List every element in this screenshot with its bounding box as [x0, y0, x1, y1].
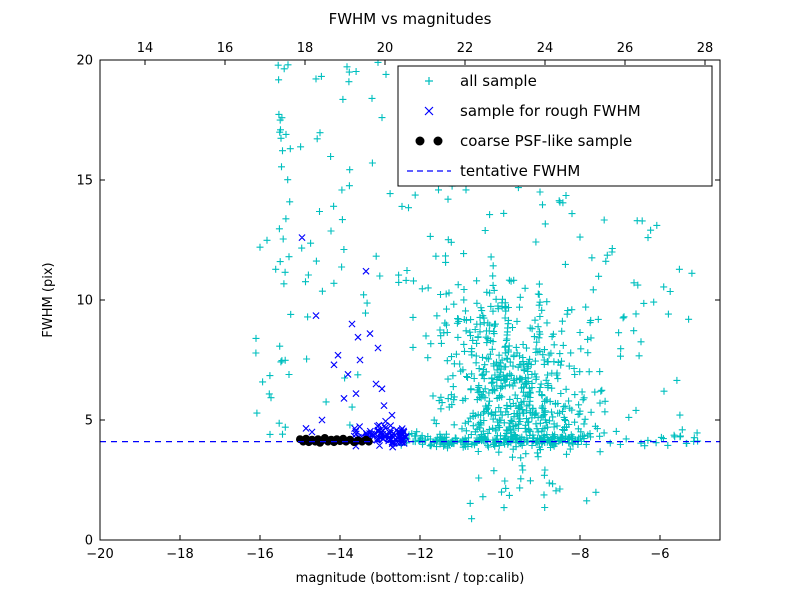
x-tick-label-bottom: −8	[570, 547, 589, 562]
y-axis-label: FWHM (pix)	[41, 262, 56, 337]
legend-label-tentative-fwhm: tentative FWHM	[460, 162, 580, 180]
x-tick-label-top: 24	[537, 41, 554, 56]
legend-label-psf-sample: coarse PSF-like sample	[460, 132, 632, 150]
legend-label-all-sample: all sample	[460, 72, 537, 90]
x-tick-label-bottom: −10	[486, 547, 513, 562]
legend-cross-marker-icon	[424, 106, 434, 116]
x-tick-label-top: 26	[617, 41, 634, 56]
x-tick-label-bottom: −18	[166, 547, 193, 562]
y-tick-label: 0	[85, 534, 93, 549]
scatter-series-2	[296, 434, 373, 447]
series-layer	[100, 60, 720, 523]
ticks-layer: −20 −18 −16 −14 −12 −10 −8 −6 14 16 18 20 22 24 26 28 0 5…	[76, 41, 720, 562]
x-tick-label-bottom: −20	[86, 547, 113, 562]
x-tick-label-top: 14	[137, 41, 154, 56]
legend-box	[397, 65, 713, 187]
chart-title: FWHM vs magnitudes	[329, 10, 492, 28]
y-tick-label: 10	[76, 294, 93, 309]
x-tick-label-top: 20	[377, 41, 394, 56]
scatter-series-0	[252, 60, 702, 523]
x-tick-label-bottom: −12	[406, 547, 433, 562]
x-tick-label-top: 18	[297, 41, 314, 56]
y-tick-label: 15	[76, 174, 93, 189]
legend-label-rough-fwhm: sample for rough FWHM	[460, 102, 641, 120]
legend-markers	[407, 77, 451, 172]
x-tick-label-top: 16	[217, 41, 234, 56]
legend-plus-marker-icon	[425, 77, 433, 85]
x-axis-label: magnitude (bottom:isnt / top:calib)	[296, 571, 525, 586]
x-tick-label-top: 22	[457, 41, 474, 56]
x-tick-label-top: 28	[697, 41, 714, 56]
legend: all sample sample for rough FWHM coarse …	[397, 65, 713, 187]
legend-dot-marker-icon	[433, 136, 443, 146]
y-tick-label: 20	[76, 54, 93, 69]
x-tick-label-bottom: −14	[326, 547, 353, 562]
legend-dot-marker-icon	[415, 136, 425, 146]
x-tick-label-bottom: −16	[246, 547, 273, 562]
y-tick-label: 5	[85, 414, 93, 429]
x-tick-label-bottom: −6	[650, 547, 669, 562]
scatter-series-1	[298, 234, 410, 451]
